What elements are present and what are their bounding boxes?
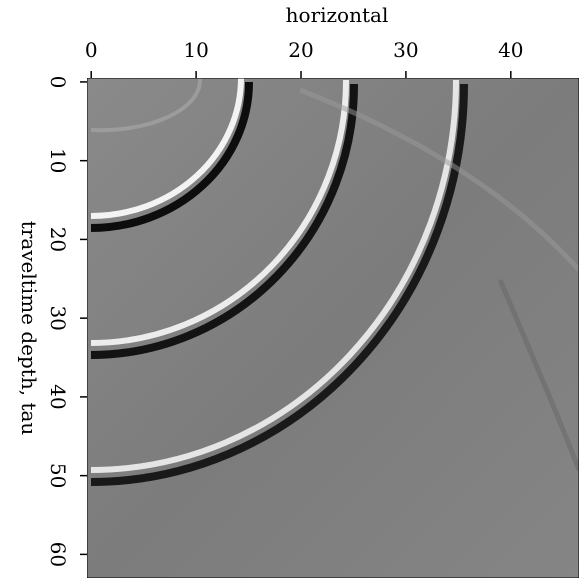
y-tick-label: 30	[46, 305, 70, 330]
x-tick-label: 30	[393, 38, 418, 62]
x-tick-label: 20	[288, 38, 313, 62]
x-tick-label: 40	[498, 38, 523, 62]
reflections	[90, 78, 579, 486]
y-tick-label: 50	[46, 463, 70, 488]
x-tick-label: 10	[183, 38, 208, 62]
y-tick-label: 10	[46, 148, 70, 173]
y-tick-label: 20	[46, 227, 70, 252]
y-tick-label: 0	[46, 76, 70, 89]
y-tick-label: 60	[46, 542, 70, 567]
x-axis-label: horizontal	[286, 3, 389, 27]
y-tick-label: 40	[46, 384, 70, 409]
image-background	[87, 78, 579, 578]
y-axis-label: traveltime depth, tau	[17, 221, 41, 436]
x-tick-label: 0	[85, 38, 98, 62]
image	[87, 78, 579, 578]
